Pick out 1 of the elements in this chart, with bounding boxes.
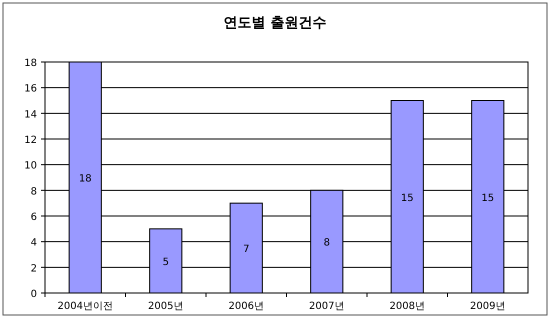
- title: 연도별 출원건수: [224, 15, 326, 31]
